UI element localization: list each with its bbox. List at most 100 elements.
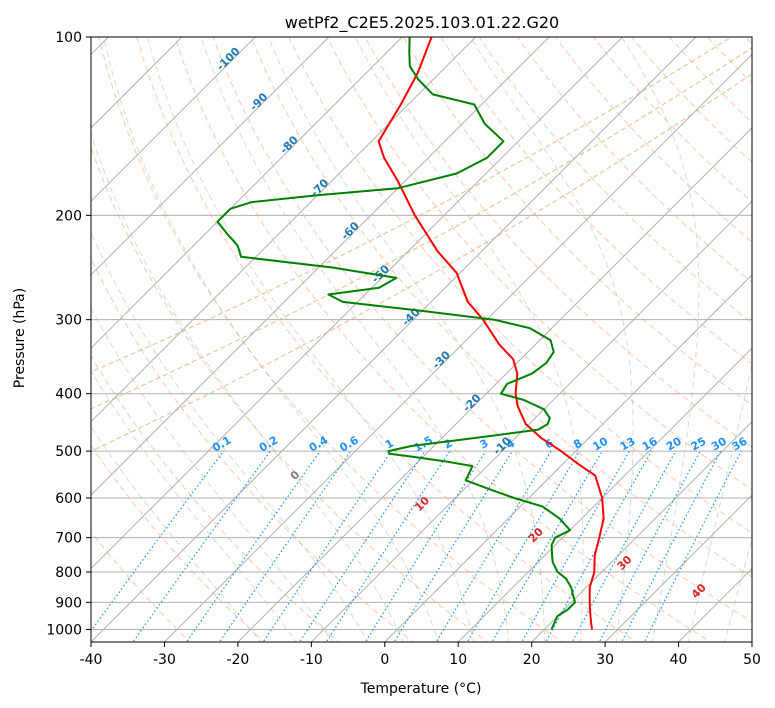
mixing-ratio-line (491, 450, 603, 642)
moist-adiabat-label: 10 (412, 494, 432, 514)
dry-adiabat (91, 146, 489, 642)
moist-adiabat (268, 37, 546, 642)
dry-adiabat (91, 444, 265, 642)
mixing-ratio-line (218, 450, 352, 642)
x-tick-label: 0 (380, 652, 389, 668)
dry-adiabat (91, 354, 340, 642)
chart-title: wetPf2_C2E5.2025.103.01.22.G20 (285, 13, 559, 33)
y-tick-label: 200 (55, 208, 82, 224)
dry-adiabat (364, 37, 752, 448)
moist-adiabat (355, 37, 584, 642)
isotherm-line (91, 37, 623, 570)
mixing-ratio-label: 3 (478, 437, 491, 452)
y-tick-label: 800 (55, 565, 82, 581)
isotherm-label: -90 (247, 90, 270, 113)
isotherm-label: -80 (278, 133, 301, 156)
curved-guide-line (91, 47, 752, 410)
mixing-ratio-line (325, 450, 451, 642)
moist-adiabat (200, 37, 510, 642)
x-tick-label: -10 (300, 652, 323, 668)
mixing-ratio-line (571, 450, 677, 642)
isotherm-line (604, 494, 752, 642)
mixing-ratio-line (364, 450, 487, 642)
dry-adiabat (744, 37, 752, 45)
dry-adiabat (91, 530, 191, 642)
y-tick-label: 300 (55, 313, 82, 329)
dry-adiabat (771, 24, 775, 645)
isotherm-line (310, 200, 752, 642)
mixing-ratio-line (91, 450, 225, 632)
x-tick-label: -30 (153, 652, 176, 668)
plot-area: 0.1 0.2 0.4 0.6 1 1.5 2 3 4 6 8 10 13 16 20 25 30 36-100-… (91, 24, 775, 645)
isotherm-line (531, 420, 752, 642)
moist-adiabat (103, 37, 439, 642)
y-axis-label: Pressure (hPa) (12, 288, 28, 388)
moist-adiabat (724, 537, 752, 642)
mixing-ratio-label: 2 (441, 437, 454, 452)
dry-adiabat (136, 37, 638, 642)
moist-adiabat (91, 306, 333, 642)
isotherm-line (91, 37, 697, 642)
x-tick-label: -40 (80, 652, 103, 668)
mixing-ratio-line (466, 450, 581, 642)
moist-adiabat (91, 425, 262, 642)
dry-adiabat (212, 37, 752, 623)
moist-adiabat (146, 37, 475, 642)
isotherm-label: -20 (460, 391, 483, 414)
mixing-ratio-line (621, 450, 722, 642)
dry-adiabat (250, 37, 752, 578)
isotherm-label: -100 (214, 44, 243, 73)
dry-adiabat (402, 37, 752, 406)
y-tick-label: 400 (55, 387, 82, 403)
dry-adiabat (91, 257, 414, 642)
moist-adiabat (91, 369, 298, 642)
moist-adiabat (470, 37, 634, 642)
x-tick-label: 50 (743, 652, 761, 668)
curved-guide-line (91, 37, 733, 373)
x-axis-label: Temperature (°C) (360, 681, 482, 697)
moist-adiabat-label: 40 (689, 581, 709, 601)
dry-adiabat (326, 37, 752, 491)
mixing-ratio-line (643, 450, 742, 642)
moist-adiabat-label: 20 (526, 525, 546, 545)
x-tick-label: -20 (226, 652, 249, 668)
plot-frame (90, 36, 753, 643)
moist-adiabat (760, 37, 775, 644)
mixing-ratio-line (435, 450, 552, 642)
moist-adiabat (91, 131, 404, 642)
dry-adiabat (440, 37, 752, 365)
y-tick-label: 500 (55, 444, 82, 460)
moist-adiabat (687, 362, 752, 642)
x-tick-label: 20 (523, 652, 541, 668)
isotherm-line (384, 274, 752, 642)
mixing-ratio-line (393, 450, 513, 642)
isotherm-line (751, 641, 752, 642)
mixing-ratio-line (262, 450, 392, 642)
moist-adiabat (91, 230, 369, 642)
isotherm-label: -30 (430, 348, 453, 371)
y-tick-label: 900 (55, 595, 82, 611)
isotherm-line (91, 37, 256, 203)
x-tick-label: 10 (449, 652, 467, 668)
isotherm-line (237, 127, 752, 642)
isotherm-line (91, 37, 330, 276)
y-tick-label: 700 (55, 531, 82, 547)
mixing-ratio-line (132, 450, 271, 642)
mixing-ratio-line (185, 450, 321, 642)
isotherm-line (457, 347, 752, 642)
dry-adiabat (706, 37, 752, 84)
dewpoint-profile-line (216, 37, 576, 630)
isotherm-line (91, 37, 477, 423)
y-tick-label: 1000 (46, 622, 82, 638)
isotherm-line (678, 567, 752, 642)
isotherm-line (91, 37, 550, 496)
isotherm-label: -60 (338, 219, 361, 242)
curved-guide-line (91, 73, 752, 452)
dry-adiabat (98, 37, 563, 642)
dry-adiabat (288, 37, 752, 534)
mixing-ratio-line (598, 450, 701, 642)
moist-adiabat-label: 0 (288, 468, 303, 483)
dry-adiabat (668, 37, 752, 124)
y-tick-label: 100 (55, 30, 82, 46)
